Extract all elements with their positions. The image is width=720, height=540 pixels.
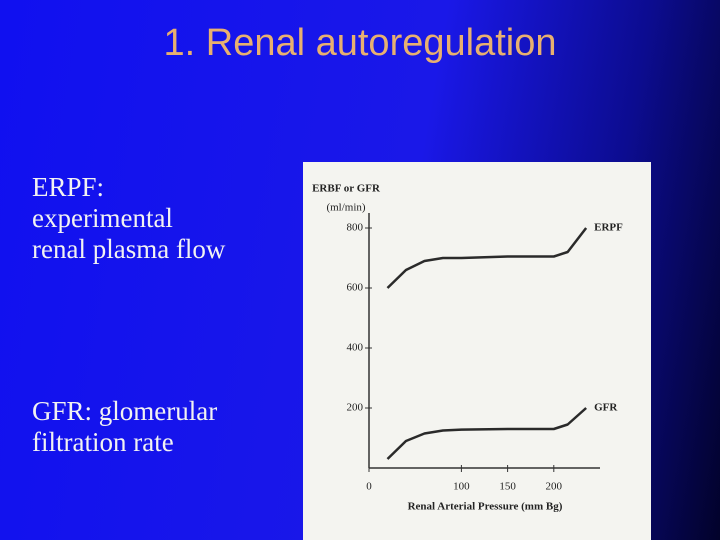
chart-panel [303,162,651,540]
x-tick-label: 100 [453,481,470,493]
x-tick-label: 0 [366,481,372,493]
y-axis-label: ERBF or GFR [312,183,381,195]
series-label: ERPF [594,222,623,234]
y-tick-label: 600 [347,282,364,294]
y-axis-unit: (ml/min) [326,202,365,214]
definition: GFR: glomerular filtration rate [32,396,218,457]
definition: ERPF: experimental renal plasma flow [32,172,226,264]
series-line [386,407,587,460]
y-tick-label: 200 [347,402,364,414]
series-line [386,227,588,289]
x-axis-label: Renal Arterial Pressure (mm Bg) [408,501,563,513]
series-label: GFR [594,402,618,414]
y-tick-label: 400 [347,342,364,354]
slide-title: 1. Renal autoregulation [163,22,557,64]
x-tick-label: 150 [499,481,516,493]
x-tick-label: 200 [546,481,563,493]
y-tick-label: 800 [347,222,364,234]
